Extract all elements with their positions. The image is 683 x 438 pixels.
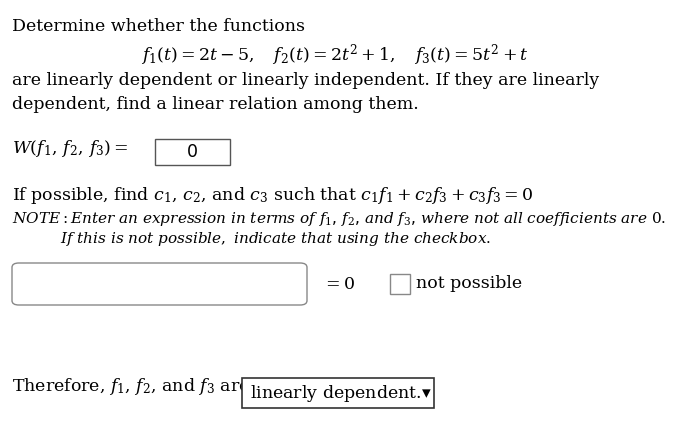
FancyBboxPatch shape — [12, 263, 307, 305]
Text: 0: 0 — [187, 143, 198, 161]
Text: dependent, find a linear relation among them.: dependent, find a linear relation among … — [12, 96, 419, 113]
Text: $f_1(t) = 2t - 5, \quad f_2(t) = 2t^2 + 1, \quad f_3(t) = 5t^2 + t$: $f_1(t) = 2t - 5, \quad f_2(t) = 2t^2 + … — [141, 42, 529, 68]
Text: If possible, find $c_1$, $c_2$, and $c_3$ such that $c_1 f_1 + c_2 f_3 + c_3 f_3: If possible, find $c_1$, $c_2$, and $c_3… — [12, 185, 533, 206]
Text: linearly dependent.$\blacktriangledown$: linearly dependent.$\blacktriangledown$ — [250, 382, 432, 403]
Text: not possible: not possible — [416, 276, 522, 293]
Text: Determine whether the functions: Determine whether the functions — [12, 18, 305, 35]
Text: $\mathit{NOTE: Enter\ an\ expression\ in\ terms\ of}$ $\mathit{f_1}$, $\mathit{f: $\mathit{NOTE: Enter\ an\ expression\ in… — [12, 210, 666, 228]
Text: $= 0$: $= 0$ — [322, 275, 355, 293]
Text: $W(f_1,\, f_2,\, f_3) =$: $W(f_1,\, f_2,\, f_3) =$ — [12, 138, 128, 159]
FancyBboxPatch shape — [390, 274, 410, 294]
FancyBboxPatch shape — [155, 139, 230, 165]
FancyBboxPatch shape — [242, 378, 434, 408]
Text: Therefore, $f_1$, $f_2$, and $f_3$ are: Therefore, $f_1$, $f_2$, and $f_3$ are — [12, 376, 250, 397]
Text: are linearly dependent or linearly independent. If they are linearly: are linearly dependent or linearly indep… — [12, 72, 599, 89]
Text: $\mathit{If\ this\ is\ not\ possible,\ indicate\ that\ using\ the\ checkbox.}$: $\mathit{If\ this\ is\ not\ possible,\ i… — [60, 230, 491, 248]
